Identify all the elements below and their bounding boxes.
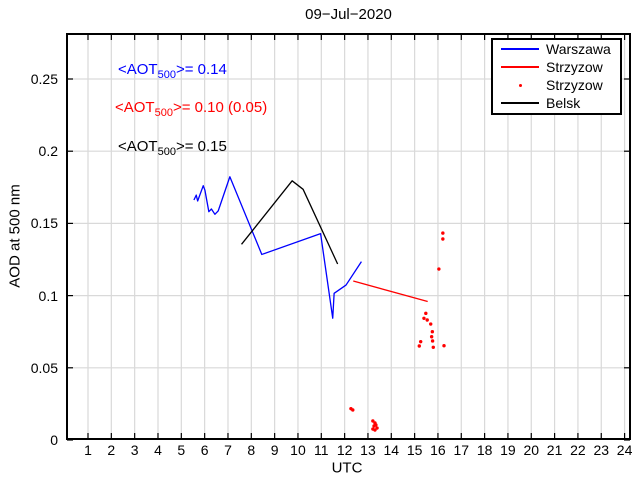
legend-row-strzyzow-dot: Strzyzow: [493, 76, 620, 94]
x-tick-label: 15: [406, 442, 423, 458]
annotation-warszawa-mean: <AOT500>= 0.14: [118, 61, 227, 81]
y-tick-label: 0: [50, 432, 58, 448]
annotation-belsk-mean: <AOT500>= 0.15: [118, 138, 227, 158]
legend-label-belsk: Belsk: [546, 95, 581, 111]
chart-title: 09−Jul−2020: [305, 6, 392, 23]
x-tick-label: 14: [383, 442, 400, 458]
x-tick-label: 2: [107, 442, 116, 458]
x-tick-label: 22: [570, 442, 586, 458]
x-tick-label: 10: [290, 442, 306, 458]
legend-line-warszawa: [501, 42, 539, 56]
legend-row-belsk: Belsk: [493, 94, 620, 112]
x-tick-label: 21: [546, 442, 563, 458]
x-axis-label: UTC: [331, 459, 363, 477]
x-tick-label: 20: [523, 442, 540, 458]
legend-row-warszawa: Warszawa: [493, 40, 620, 58]
y-tick-label: 0.1: [38, 287, 58, 304]
legend-line-strzyzow: [501, 60, 539, 74]
x-tick-label: 1: [84, 442, 92, 458]
y-tick-label: 0.15: [30, 215, 58, 232]
x-tick-label: 16: [430, 442, 446, 458]
x-tick-label: 24: [616, 442, 633, 458]
x-tick-label: 7: [224, 442, 232, 458]
legend-line-belsk: [501, 96, 539, 110]
legend-label-warszawa: Warszawa: [546, 41, 611, 57]
x-tick-label: 11: [314, 442, 329, 458]
x-tick-label: 5: [177, 442, 186, 458]
x-tick-label: 9: [270, 442, 279, 458]
x-tick-label: 4: [154, 442, 162, 458]
legend-marker-strzyzow: [501, 78, 539, 92]
y-tick-label: 0.2: [38, 143, 58, 160]
y-tick-label: 0.05: [30, 359, 58, 376]
x-tick-label: 13: [360, 442, 376, 458]
legend-label-strzyzow-dot: Strzyzow: [546, 77, 603, 93]
x-tick-label: 8: [247, 442, 256, 458]
x-tick-label: 19: [500, 442, 516, 458]
legend-row-strzyzow-line: Strzyzow: [493, 58, 620, 76]
x-tick-label: 23: [593, 442, 610, 458]
x-tick-label: 3: [130, 442, 139, 458]
x-tick-label: 12: [336, 442, 353, 458]
x-tick-label: 17: [453, 442, 470, 458]
annotation-strzyzow-mean: <AOT500>= 0.10 (0.05): [115, 99, 268, 119]
x-tick-label: 6: [200, 442, 209, 458]
x-tick-label: 18: [476, 442, 493, 458]
legend-label-strzyzow-line: Strzyzow: [546, 59, 603, 75]
y-tick-label: 0.25: [30, 71, 58, 87]
legend: Warszawa Strzyzow Strzyzow Belsk: [491, 38, 622, 115]
